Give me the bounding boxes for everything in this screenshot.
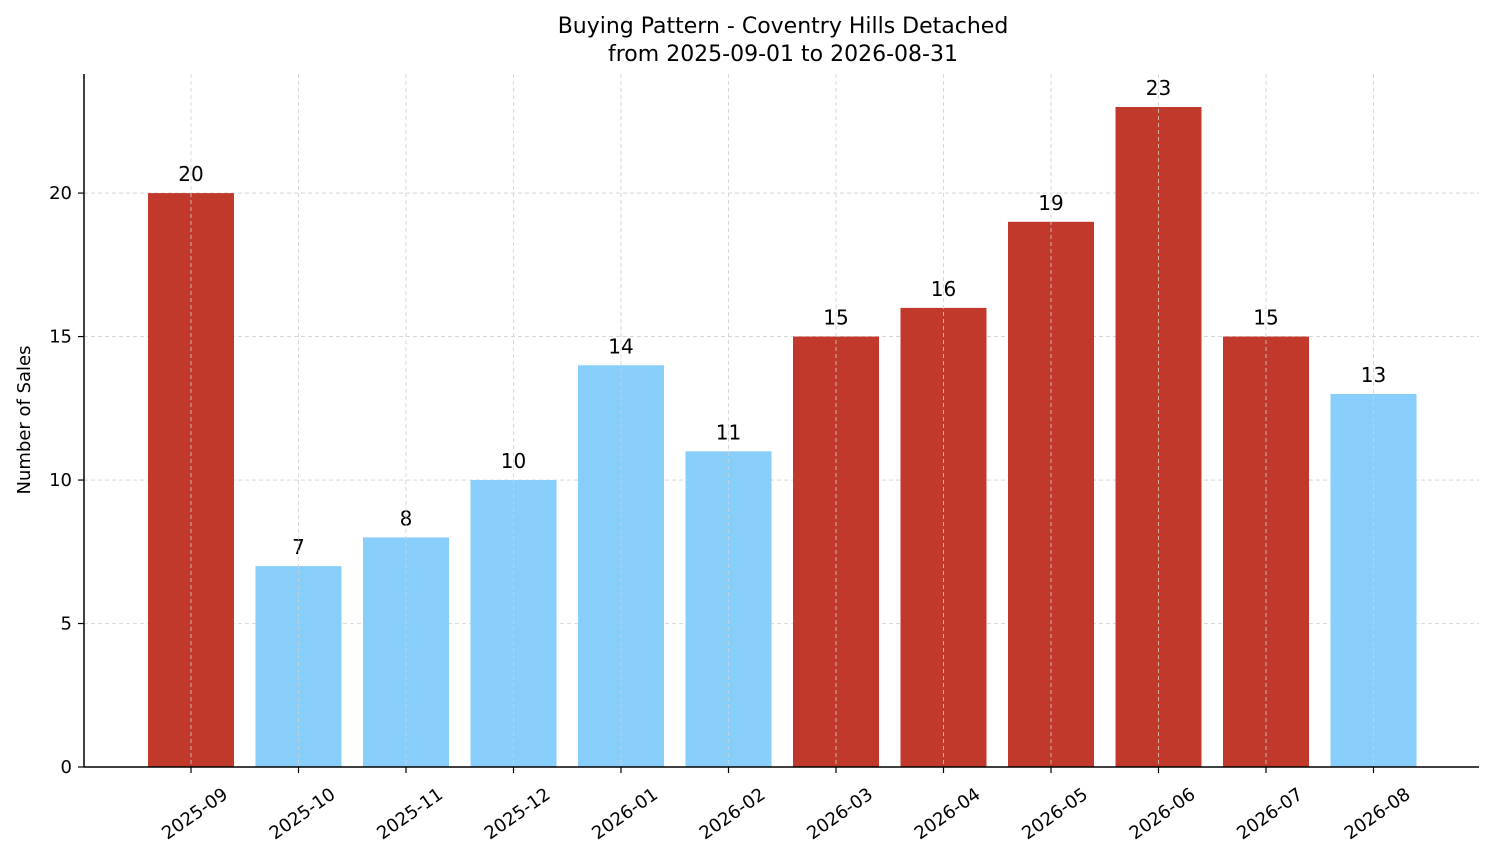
chart-subtitle: from 2025-09-01 to 2026-08-31 xyxy=(608,42,958,67)
x-tick-label: 2025-10 xyxy=(266,784,340,844)
x-tick-label: 2025-09 xyxy=(158,784,232,844)
bar-value-label: 15 xyxy=(823,306,848,330)
x-tick-label: 2026-04 xyxy=(911,784,985,844)
x-tick-label: 2026-08 xyxy=(1341,784,1415,844)
chart-title: Buying Pattern - Coventry Hills Detached xyxy=(558,14,1009,39)
y-tick-label: 5 xyxy=(61,614,72,635)
x-tick-label: 2025-12 xyxy=(481,784,555,844)
bar-value-label: 7 xyxy=(292,535,305,559)
y-tick-label: 20 xyxy=(49,183,72,204)
x-tick-label: 2025-11 xyxy=(373,784,447,844)
bar-2026-06 xyxy=(1115,107,1202,767)
x-tick-label: 2026-03 xyxy=(803,784,877,844)
y-tick-label: 10 xyxy=(49,470,72,491)
bar-value-label: 15 xyxy=(1253,306,1278,330)
x-tick-label: 2026-07 xyxy=(1233,784,1307,844)
x-tick-label: 2026-06 xyxy=(1126,784,1200,844)
y-tick-label: 15 xyxy=(49,327,72,348)
y-tick-label: 0 xyxy=(61,757,72,778)
x-tick-label: 2026-05 xyxy=(1018,784,1092,844)
x-tick-label: 2026-01 xyxy=(588,784,662,844)
y-axis-label: Number of Sales xyxy=(14,345,35,494)
bar-2025-10 xyxy=(255,566,342,767)
x-tick-label: 2026-02 xyxy=(696,784,770,844)
